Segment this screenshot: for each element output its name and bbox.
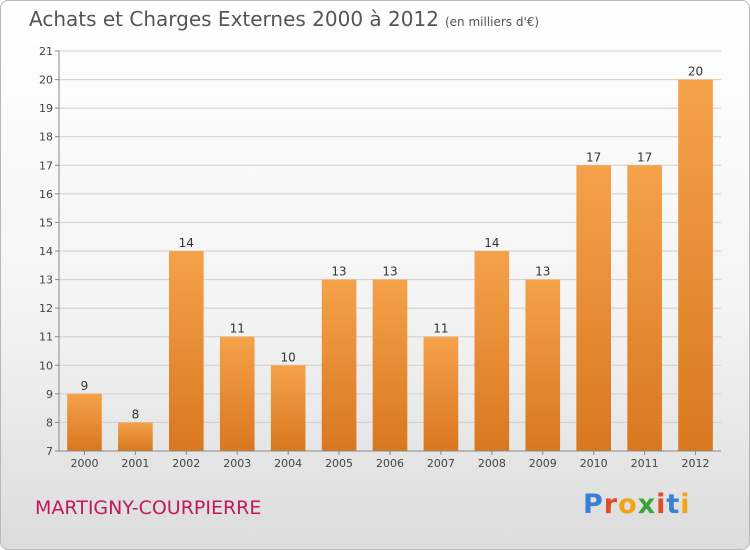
bar-value-label: 14	[484, 236, 499, 250]
bar-value-label: 11	[433, 322, 448, 336]
bars	[67, 79, 713, 452]
x-tick-label: 2009	[529, 457, 557, 470]
bar	[372, 279, 408, 451]
bar	[678, 79, 713, 452]
bar	[270, 365, 306, 451]
x-tick-label: 2007	[427, 457, 455, 470]
logo-letter: r	[603, 489, 619, 520]
x-tick-label: 2004	[274, 457, 302, 470]
y-tick-label: 18	[39, 131, 53, 144]
x-tick-label: 2003	[223, 457, 251, 470]
y-tick-label: 21	[39, 45, 53, 58]
bar	[576, 165, 612, 452]
bar-value-label: 13	[331, 265, 346, 279]
y-tick-label: 17	[39, 159, 53, 172]
logo-letter: P	[583, 489, 604, 520]
bar	[423, 336, 459, 451]
bar	[219, 336, 255, 451]
x-tick-label: 2011	[631, 457, 659, 470]
x-tick-label: 2012	[682, 457, 710, 470]
y-tick-label: 13	[39, 274, 53, 287]
x-tick-label: 2008	[478, 457, 506, 470]
bar	[67, 393, 102, 451]
y-tick-label: 19	[39, 102, 53, 115]
y-tick-label: 8	[46, 416, 53, 429]
chart-title-text: Achats et Charges Externes 2000 à 2012	[29, 7, 439, 31]
y-tick-label: 9	[46, 388, 53, 401]
bar	[627, 165, 662, 452]
bar-value-label: 14	[179, 236, 194, 250]
y-tick-label: 11	[39, 331, 53, 344]
bar	[321, 279, 357, 451]
x-tick-label: 2002	[172, 457, 200, 470]
proxiti-logo[interactable]: Proxiti	[583, 489, 691, 520]
x-tick-label: 2001	[121, 457, 149, 470]
bar-value-label: 10	[281, 350, 296, 364]
logo-letter: i	[680, 489, 691, 520]
bar-value-label: 20	[688, 65, 703, 79]
y-tick-label: 14	[39, 245, 53, 258]
y-tick-label: 15	[39, 216, 53, 229]
bar	[118, 422, 153, 451]
bar	[525, 279, 561, 451]
bar-value-label: 17	[637, 150, 652, 164]
y-tick-label: 7	[46, 445, 53, 458]
y-tick-label: 10	[39, 359, 53, 372]
bar-value-label: 9	[81, 379, 89, 393]
chart-title: Achats et Charges Externes 2000 à 2012 (e…	[29, 7, 539, 31]
chart-unit: (en milliers d'€)	[444, 15, 540, 29]
y-tick-label: 20	[39, 74, 53, 87]
commune-name: MARTIGNY-COURPIERRE	[35, 497, 262, 519]
bar-value-label: 13	[382, 265, 397, 279]
logo-letter: x	[637, 489, 657, 520]
logo-letter: o	[618, 489, 638, 520]
bar-value-label: 11	[230, 322, 245, 336]
bar-value-label: 13	[535, 265, 550, 279]
y-tick-label: 12	[39, 302, 53, 315]
data-labels: 9 8 14 11 10 13 13 11 14 13 17 17 20	[81, 65, 704, 422]
y-tick-label: 16	[39, 188, 53, 201]
logo-letter: i	[656, 489, 667, 520]
bar	[474, 251, 510, 451]
logo-letter: t	[666, 489, 681, 520]
x-tick-label: 2010	[580, 457, 608, 470]
bar-value-label: 8	[132, 407, 140, 421]
x-tick-label: 2000	[70, 457, 98, 470]
axes: 7 8 9 10 11 12 13 14 15 16 17 18 19 20 21 2000 2001 2002 2…	[39, 45, 721, 470]
bar-value-label: 17	[586, 150, 601, 164]
x-tick-label: 2006	[376, 457, 404, 470]
bar	[168, 251, 204, 451]
x-tick-label: 2005	[325, 457, 353, 470]
